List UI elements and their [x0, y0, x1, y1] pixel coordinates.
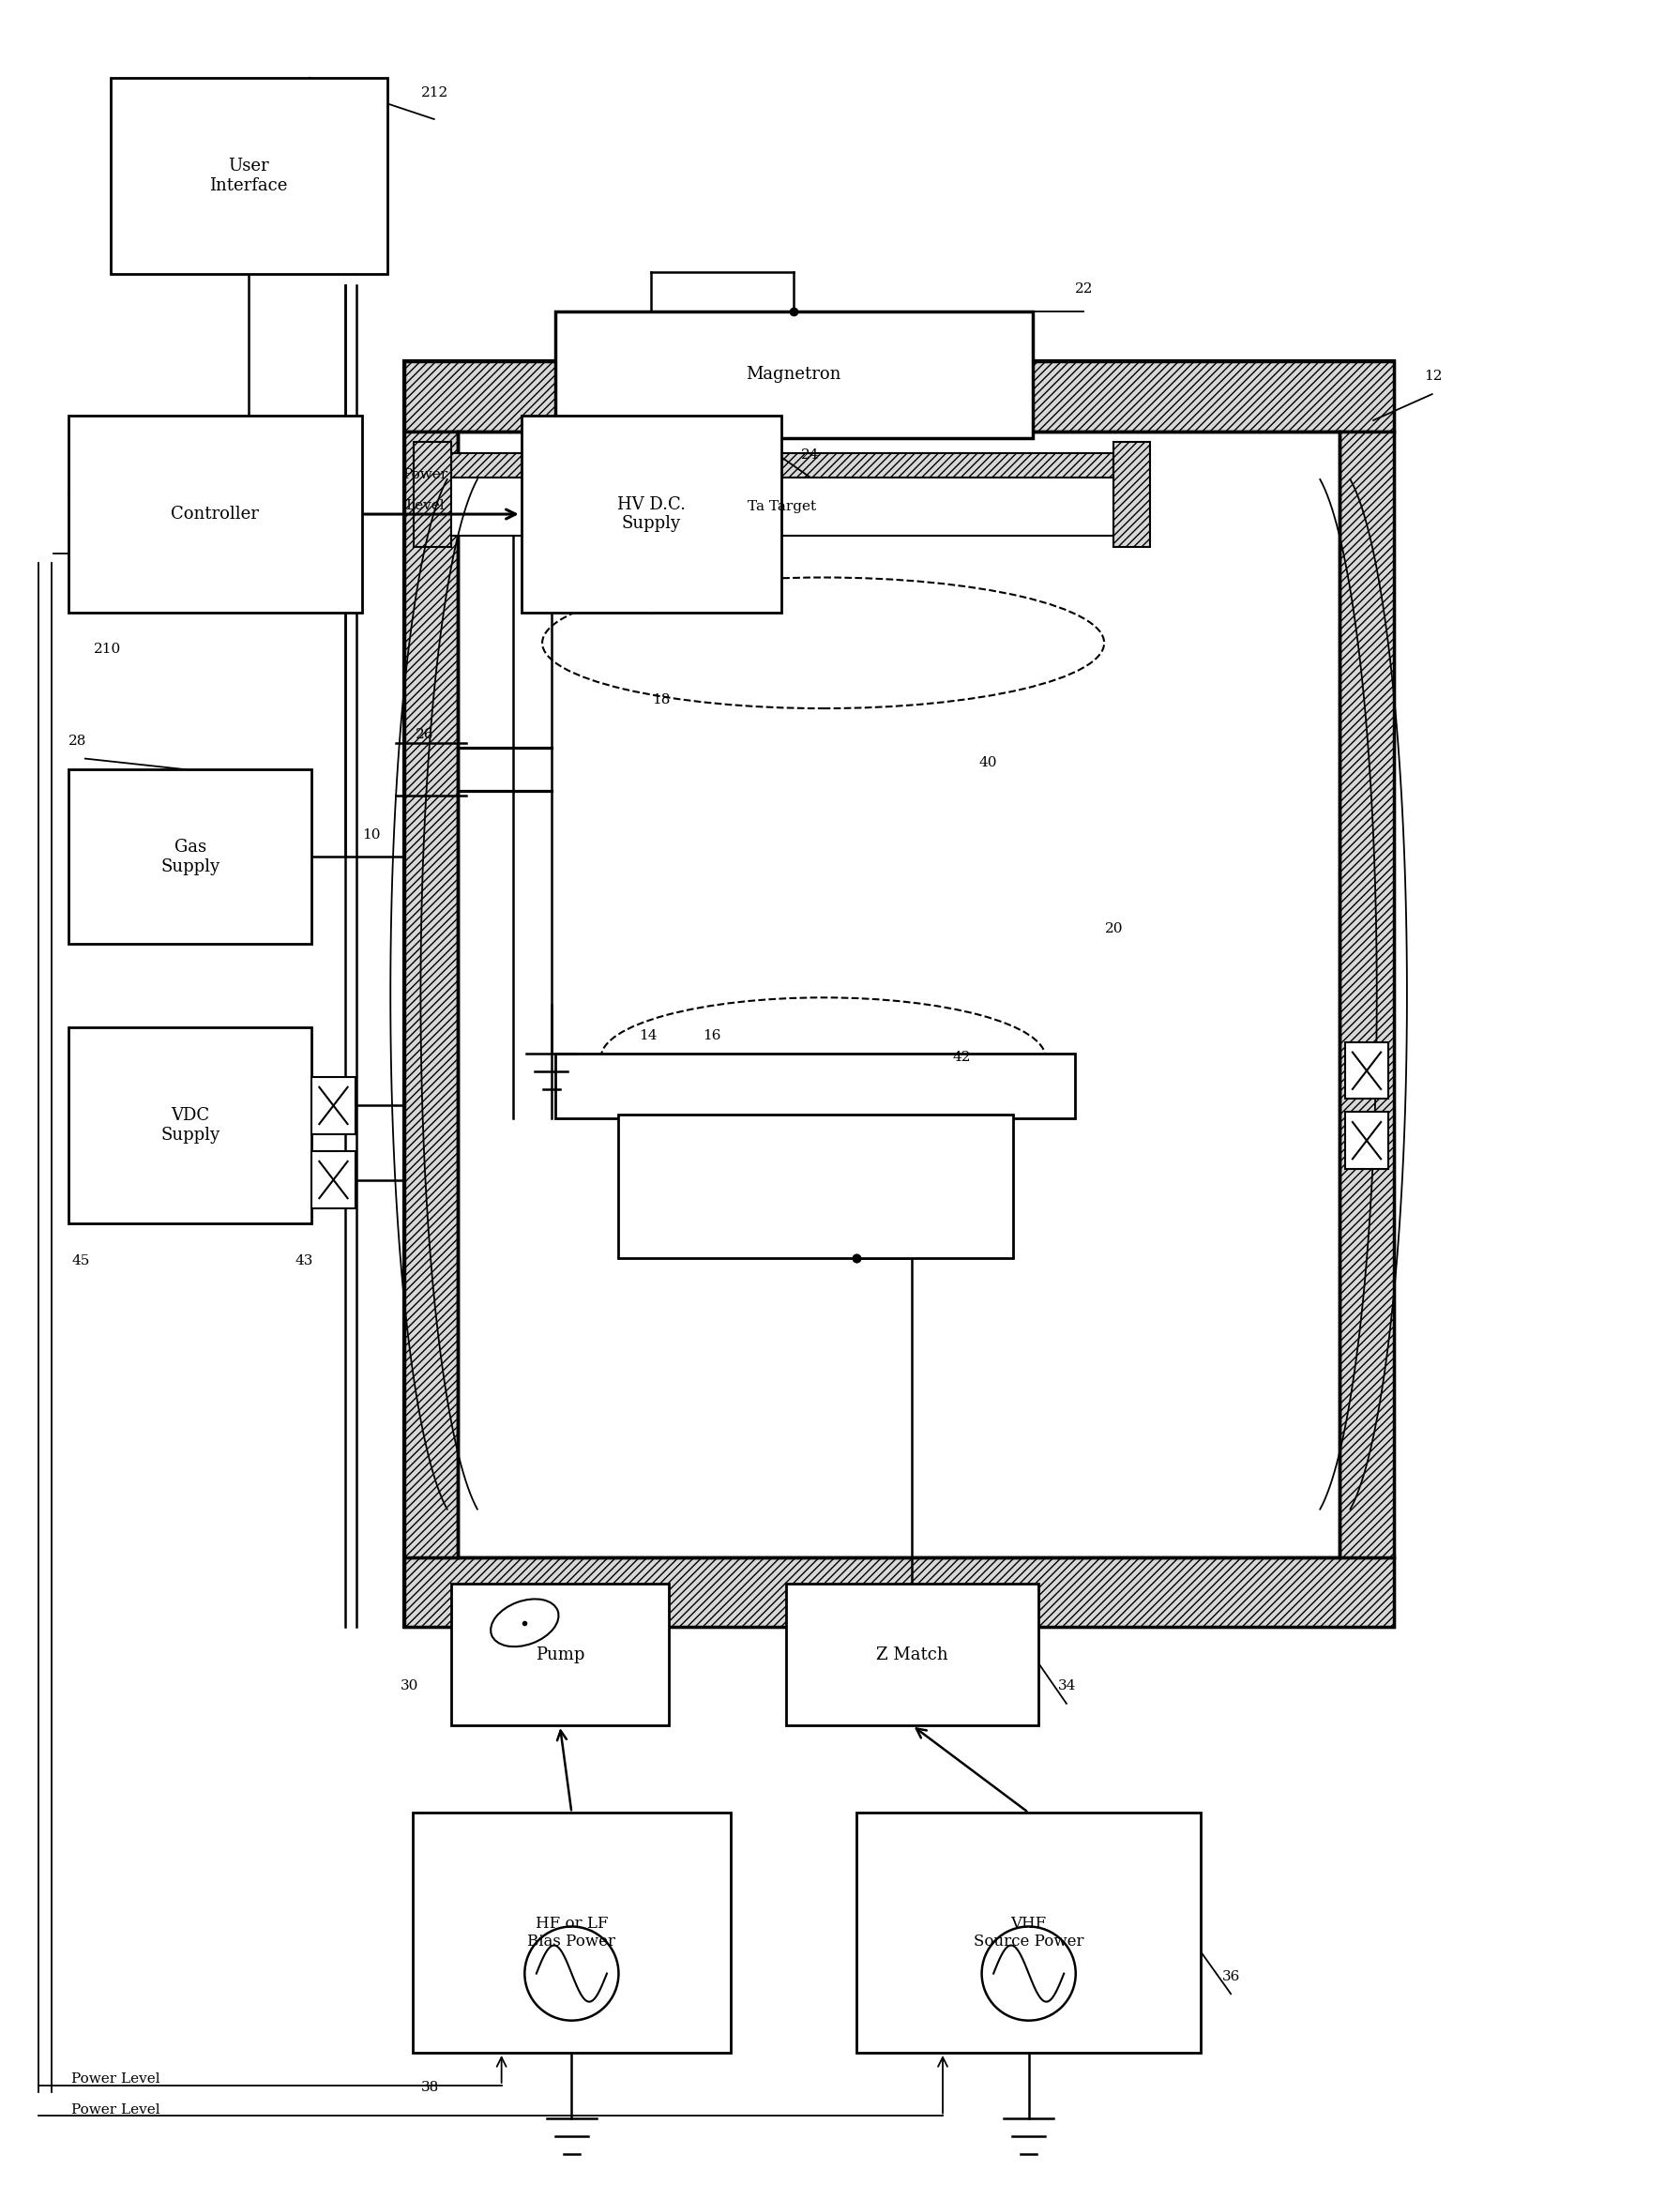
Text: 24: 24 [801, 448, 820, 461]
Text: Magnetron: Magnetron [746, 367, 842, 382]
Bar [1114, 441, 1151, 546]
Bar [1341, 430, 1393, 1558]
Text: Controller: Controller [171, 505, 259, 522]
Bar [111, 79, 386, 273]
Bar [450, 476, 1114, 535]
Text: Power: Power [402, 468, 447, 481]
Text: 22: 22 [1075, 282, 1094, 295]
Text: Level: Level [405, 498, 445, 511]
Text: 42: 42 [953, 1051, 971, 1064]
Bar [554, 1053, 1075, 1119]
Text: 26: 26 [415, 728, 433, 741]
Bar [857, 1814, 1201, 2052]
Text: Power Level: Power Level [72, 2102, 161, 2115]
Text: 36: 36 [1223, 1971, 1240, 1984]
Text: 38: 38 [420, 2080, 438, 2093]
Bar [69, 415, 361, 612]
Bar [1346, 1042, 1388, 1099]
Text: 20: 20 [1105, 922, 1124, 935]
Text: 212: 212 [420, 87, 449, 101]
Bar [69, 1027, 311, 1224]
Bar [521, 415, 781, 612]
Text: 30: 30 [400, 1680, 418, 1693]
Bar [403, 1558, 1393, 1628]
Bar [554, 310, 1033, 437]
Text: 16: 16 [702, 1029, 721, 1042]
Bar [311, 1151, 354, 1208]
Text: VHF
Source Power: VHF Source Power [974, 1916, 1084, 1949]
Text: 12: 12 [1423, 369, 1441, 382]
Bar [403, 430, 457, 1558]
Text: VDC
Supply: VDC Supply [160, 1108, 220, 1143]
Text: 40: 40 [979, 756, 998, 769]
Text: 210: 210 [94, 642, 121, 656]
Bar [618, 1114, 1013, 1259]
Text: User
Interface: User Interface [210, 157, 287, 194]
Text: HF or LF
Bias Power: HF or LF Bias Power [528, 1916, 615, 1949]
Bar [403, 361, 1393, 1628]
Bar [413, 441, 450, 546]
Bar [403, 361, 1393, 430]
Bar [1346, 1112, 1388, 1169]
Text: Gas
Supply: Gas Supply [160, 839, 220, 874]
Text: HV D.C.
Supply: HV D.C. Supply [617, 496, 685, 533]
Text: 14: 14 [638, 1029, 657, 1042]
Text: Power Level: Power Level [72, 2071, 161, 2084]
Text: Z Match: Z Match [877, 1645, 948, 1663]
Text: 10: 10 [361, 828, 380, 841]
Bar [412, 1814, 731, 2052]
Text: 28: 28 [69, 734, 87, 747]
Bar [311, 1077, 354, 1134]
Text: 43: 43 [296, 1254, 312, 1267]
Text: 45: 45 [72, 1254, 91, 1267]
Bar [450, 1584, 669, 1726]
Text: Pump: Pump [536, 1645, 585, 1663]
Bar [450, 452, 1114, 487]
Text: 34: 34 [1058, 1680, 1077, 1693]
Text: Ta Target: Ta Target [748, 500, 816, 513]
Bar [786, 1584, 1038, 1726]
Bar [69, 769, 311, 944]
Text: 18: 18 [652, 693, 670, 706]
